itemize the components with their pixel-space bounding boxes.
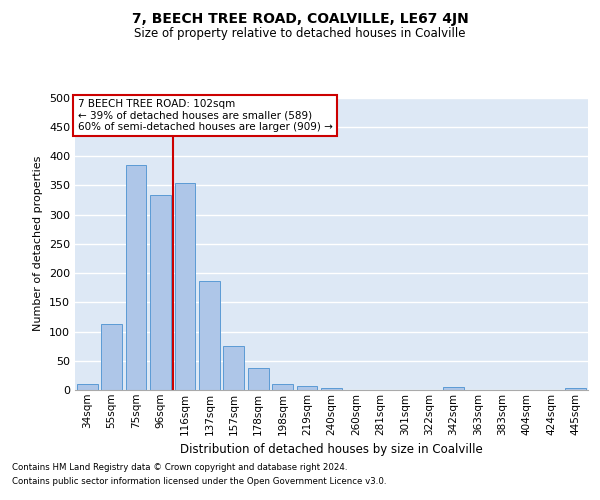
Bar bbox=[296, 386, 317, 390]
Bar bbox=[101, 324, 122, 390]
Bar bbox=[199, 280, 220, 390]
Bar bbox=[565, 388, 586, 390]
X-axis label: Distribution of detached houses by size in Coalville: Distribution of detached houses by size … bbox=[180, 443, 483, 456]
Bar bbox=[125, 165, 146, 390]
Bar bbox=[443, 387, 464, 390]
Bar bbox=[321, 388, 342, 390]
Text: Contains HM Land Registry data © Crown copyright and database right 2024.: Contains HM Land Registry data © Crown c… bbox=[12, 464, 347, 472]
Bar bbox=[223, 346, 244, 390]
Y-axis label: Number of detached properties: Number of detached properties bbox=[34, 156, 43, 332]
Bar bbox=[248, 368, 269, 390]
Text: 7 BEECH TREE ROAD: 102sqm
← 39% of detached houses are smaller (589)
60% of semi: 7 BEECH TREE ROAD: 102sqm ← 39% of detac… bbox=[77, 99, 332, 132]
Text: 7, BEECH TREE ROAD, COALVILLE, LE67 4JN: 7, BEECH TREE ROAD, COALVILLE, LE67 4JN bbox=[131, 12, 469, 26]
Bar bbox=[150, 195, 171, 390]
Bar bbox=[77, 384, 98, 390]
Text: Size of property relative to detached houses in Coalville: Size of property relative to detached ho… bbox=[134, 28, 466, 40]
Text: Contains public sector information licensed under the Open Government Licence v3: Contains public sector information licen… bbox=[12, 477, 386, 486]
Bar bbox=[272, 384, 293, 390]
Bar bbox=[175, 184, 196, 390]
